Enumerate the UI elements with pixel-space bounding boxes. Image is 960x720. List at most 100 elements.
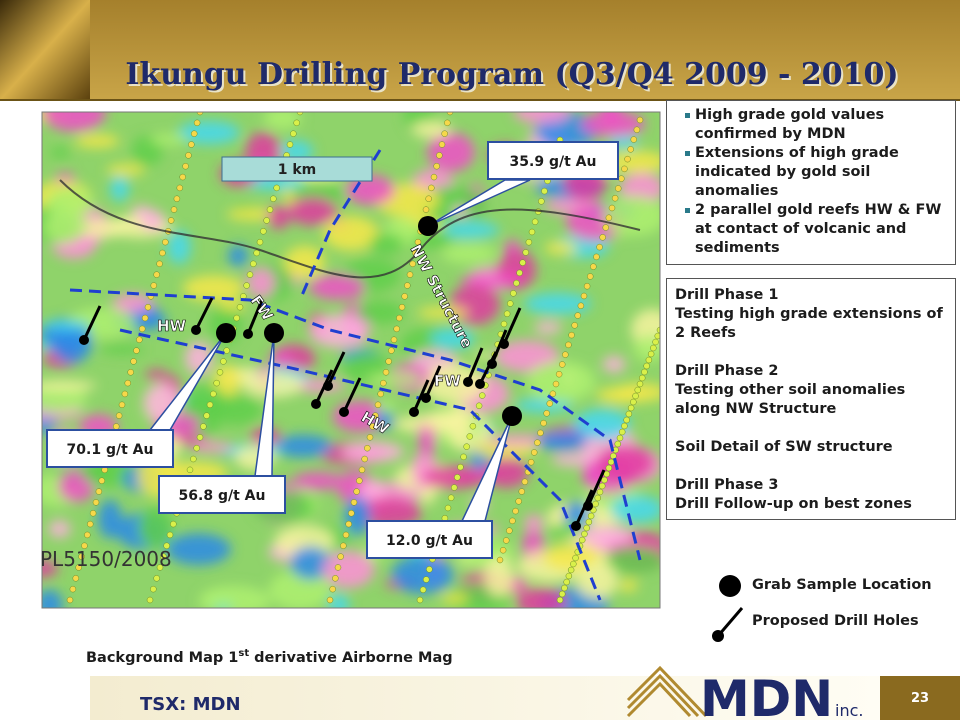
soil-sample bbox=[422, 206, 430, 213]
soil-sample bbox=[509, 517, 516, 525]
logo-text: MDN bbox=[700, 670, 833, 720]
soil-sample bbox=[163, 542, 170, 550]
hole-collar bbox=[571, 521, 581, 531]
mag-blob bbox=[42, 589, 63, 608]
soil-sample bbox=[206, 401, 214, 409]
soil-sample bbox=[513, 279, 520, 287]
soil-sample bbox=[621, 422, 628, 430]
soil-sample bbox=[377, 390, 384, 398]
mag-blob bbox=[605, 546, 660, 574]
soil-sample bbox=[369, 423, 376, 430]
soil-sample bbox=[596, 488, 604, 496]
hole-collar bbox=[583, 501, 593, 511]
soil-sample bbox=[398, 303, 406, 311]
mag-blob bbox=[581, 112, 646, 137]
soil-sample bbox=[350, 499, 358, 506]
soil-sample bbox=[243, 282, 250, 289]
soil-sample bbox=[193, 444, 200, 452]
soil-sample bbox=[428, 184, 435, 192]
soil-sample bbox=[607, 458, 615, 466]
soil-sample bbox=[396, 314, 403, 322]
soil-sample bbox=[366, 434, 374, 441]
soil-sample bbox=[156, 260, 163, 268]
soil-sample bbox=[581, 530, 588, 538]
soil-sample bbox=[634, 386, 642, 394]
reef-label: HW bbox=[157, 317, 187, 335]
soil-sample bbox=[253, 249, 260, 257]
soil-sample bbox=[216, 369, 224, 376]
mag-blob bbox=[323, 216, 379, 251]
soil-sample bbox=[627, 146, 634, 153]
soil-sample bbox=[170, 520, 177, 528]
soil-sample bbox=[556, 596, 564, 604]
soil-sample bbox=[570, 560, 577, 568]
soil-sample bbox=[580, 292, 588, 300]
soil-sample bbox=[599, 234, 606, 241]
soil-sample bbox=[638, 374, 646, 382]
soil-sample bbox=[510, 290, 517, 297]
mag-blob bbox=[289, 546, 332, 580]
phase-line: Drill Follow-up on best zones bbox=[675, 496, 912, 512]
mag-blob bbox=[544, 241, 578, 255]
mag-blob bbox=[427, 132, 475, 172]
mag-blob bbox=[308, 274, 366, 300]
mag-blob bbox=[374, 408, 395, 431]
soil-sample bbox=[246, 271, 254, 278]
soil-sample bbox=[69, 585, 77, 593]
mag-blob bbox=[247, 267, 275, 299]
phase: Drill Phase 3 Drill Follow-up on best zon… bbox=[675, 476, 947, 514]
mag-blob bbox=[42, 112, 106, 132]
licence-label: PL5150/2008 bbox=[40, 547, 172, 571]
soil-sample bbox=[266, 206, 274, 213]
mag-blob bbox=[536, 431, 587, 452]
soil-sample bbox=[433, 162, 440, 170]
mag-blob bbox=[355, 300, 405, 324]
soil-sample bbox=[84, 531, 91, 539]
soil-sample bbox=[538, 198, 545, 205]
soil-sample bbox=[220, 358, 227, 365]
mag-blob bbox=[596, 444, 654, 481]
caption-sup: st bbox=[238, 648, 250, 659]
hole-collar bbox=[421, 393, 431, 403]
soil-sample bbox=[358, 466, 366, 474]
mag-blob bbox=[48, 520, 71, 538]
soil-sample bbox=[541, 187, 548, 195]
soil-sample bbox=[153, 575, 160, 582]
proposed-hole bbox=[490, 329, 508, 365]
hole-collar bbox=[475, 379, 485, 389]
soil-sample bbox=[112, 423, 120, 430]
hole-collar bbox=[339, 407, 349, 417]
soil-sample bbox=[393, 325, 400, 333]
legend-hole-icon bbox=[716, 607, 744, 637]
mag-blob bbox=[422, 466, 485, 489]
soil-sample bbox=[543, 410, 550, 417]
soil-sample bbox=[385, 358, 392, 365]
soil-sample bbox=[372, 412, 379, 419]
soil-sample bbox=[616, 434, 624, 442]
soil-sample bbox=[118, 401, 126, 409]
soil-sample bbox=[558, 361, 566, 368]
soil-sample bbox=[647, 350, 655, 358]
soil-sample bbox=[159, 249, 166, 257]
proposed-hole bbox=[586, 469, 606, 507]
soil-sample bbox=[270, 195, 277, 203]
soil-sample bbox=[592, 500, 599, 508]
soil-sample bbox=[469, 422, 477, 430]
legend-label: Grab Sample Location bbox=[752, 577, 932, 593]
proposed-hole bbox=[502, 307, 522, 345]
soil-sample bbox=[293, 119, 300, 127]
soil-sample bbox=[356, 477, 363, 484]
soil-sample bbox=[587, 512, 595, 520]
mag-blob bbox=[191, 442, 234, 453]
soil-sample bbox=[406, 271, 414, 278]
soil-sample bbox=[466, 433, 474, 440]
soil-sample bbox=[614, 185, 622, 192]
soil-sample bbox=[506, 300, 514, 307]
soil-sample bbox=[127, 369, 134, 376]
caption-rest: derivative Airborne Mag bbox=[254, 649, 453, 666]
soil-sample bbox=[166, 531, 174, 539]
soil-sample bbox=[518, 488, 526, 495]
soil-sample bbox=[601, 476, 608, 484]
soil-sample bbox=[409, 260, 416, 268]
